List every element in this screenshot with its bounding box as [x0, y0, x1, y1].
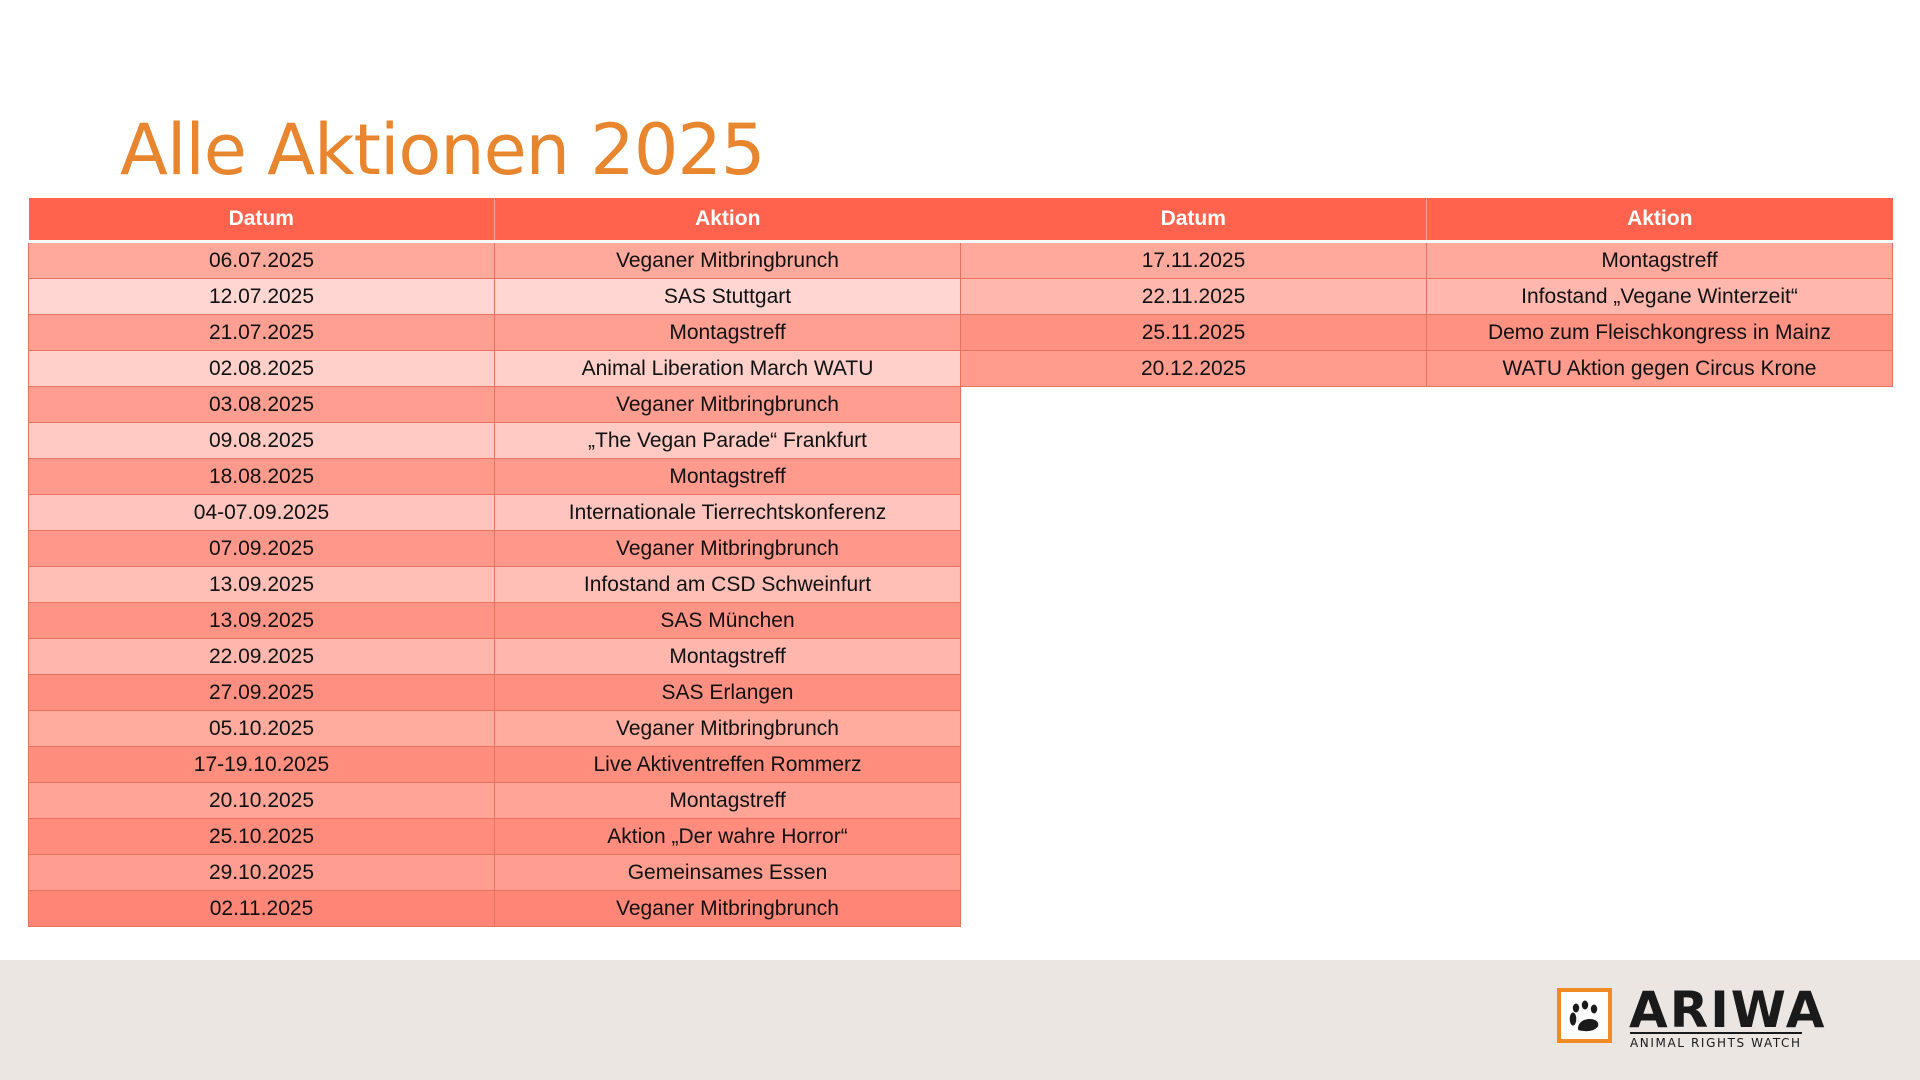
table-row: 02.11.2025 Veganer Mitbringbrunch: [28, 890, 961, 927]
action-cell: Montagstreff: [494, 782, 961, 819]
date-cell: 20.12.2025: [960, 350, 1427, 387]
logo-wordmark: ARIWA: [1629, 981, 1827, 1039]
date-cell: 21.07.2025: [28, 314, 495, 351]
logo-tagline: ANIMAL RIGHTS WATCH: [1630, 1036, 1802, 1050]
action-cell: „The Vegan Parade“ Frankfurt: [494, 422, 961, 459]
date-cell: 05.10.2025: [28, 710, 495, 747]
action-cell: Montagstreff: [1426, 241, 1893, 279]
table-row: 03.08.2025 Veganer Mitbringbrunch: [28, 386, 961, 423]
table-header-row: Datum Aktion: [960, 198, 1893, 243]
action-cell: Veganer Mitbringbrunch: [494, 241, 961, 279]
logo-divider: [1630, 1032, 1802, 1034]
action-cell: Gemeinsames Essen: [494, 854, 961, 891]
date-cell: 03.08.2025: [28, 386, 495, 423]
date-cell: 25.11.2025: [960, 314, 1427, 351]
date-cell: 17-19.10.2025: [28, 746, 495, 783]
date-cell: 13.09.2025: [28, 566, 495, 603]
action-cell: SAS München: [494, 602, 961, 639]
table-row: 13.09.2025 SAS München: [28, 602, 961, 639]
action-cell: WATU Aktion gegen Circus Krone: [1426, 350, 1893, 387]
date-cell: 06.07.2025: [28, 241, 495, 279]
table-row: 25.11.2025 Demo zum Fleischkongress in Ma…: [960, 314, 1893, 351]
table-row: 09.08.2025 „The Vegan Parade“ Frankfurt: [28, 422, 961, 459]
date-cell: 04-07.09.2025: [28, 494, 495, 531]
paw-print-icon: [1557, 988, 1612, 1043]
table-header-row: Datum Aktion: [28, 198, 961, 243]
table-row: 22.09.2025 Montagstreff: [28, 638, 961, 675]
date-cell: 22.09.2025: [28, 638, 495, 675]
table-row: 02.08.2025 Animal Liberation March WATU: [28, 350, 961, 387]
table-row: 29.10.2025 Gemeinsames Essen: [28, 854, 961, 891]
action-cell: Montagstreff: [494, 458, 961, 495]
date-cell: 12.07.2025: [28, 278, 495, 315]
table-row: 04-07.09.2025 Internationale Tierrechtsko…: [28, 494, 961, 531]
events-table-right: Datum Aktion 17.11.2025 Montagstreff 22.11…: [960, 198, 1893, 387]
column-header-datum: Datum: [960, 198, 1427, 243]
table-row: 07.09.2025 Veganer Mitbringbrunch: [28, 530, 961, 567]
table-row: 22.11.2025 Infostand „Vegane Winterzeit“: [960, 278, 1893, 315]
action-cell: Internationale Tierrechtskonferenz: [494, 494, 961, 531]
date-cell: 09.08.2025: [28, 422, 495, 459]
date-cell: 02.11.2025: [28, 890, 495, 927]
table-row: 17-19.10.2025 Live Aktiventreffen Rommerz: [28, 746, 961, 783]
column-header-aktion: Aktion: [1426, 198, 1893, 243]
table-row: 21.07.2025 Montagstreff: [28, 314, 961, 351]
date-cell: 27.09.2025: [28, 674, 495, 711]
action-cell: Infostand am CSD Schweinfurt: [494, 566, 961, 603]
action-cell: Veganer Mitbringbrunch: [494, 530, 961, 567]
date-cell: 07.09.2025: [28, 530, 495, 567]
table-row: 13.09.2025 Infostand am CSD Schweinfurt: [28, 566, 961, 603]
date-cell: 18.08.2025: [28, 458, 495, 495]
table-row: 06.07.2025 Veganer Mitbringbrunch: [28, 241, 961, 279]
column-header-aktion: Aktion: [494, 198, 961, 243]
date-cell: 17.11.2025: [960, 241, 1427, 279]
action-cell: Animal Liberation March WATU: [494, 350, 961, 387]
action-cell: Veganer Mitbringbrunch: [494, 890, 961, 927]
action-cell: Demo zum Fleischkongress in Mainz: [1426, 314, 1893, 351]
table-row: 20.10.2025 Montagstreff: [28, 782, 961, 819]
action-cell: Infostand „Vegane Winterzeit“: [1426, 278, 1893, 315]
column-header-datum: Datum: [28, 198, 495, 243]
date-cell: 25.10.2025: [28, 818, 495, 855]
table-row: 12.07.2025 SAS Stuttgart: [28, 278, 961, 315]
table-row: 17.11.2025 Montagstreff: [960, 241, 1893, 279]
table-row: 27.09.2025 SAS Erlangen: [28, 674, 961, 711]
action-cell: SAS Erlangen: [494, 674, 961, 711]
date-cell: 02.08.2025: [28, 350, 495, 387]
action-cell: Live Aktiventreffen Rommerz: [494, 746, 961, 783]
action-cell: Veganer Mitbringbrunch: [494, 386, 961, 423]
action-cell: Aktion „Der wahre Horror“: [494, 818, 961, 855]
action-cell: Veganer Mitbringbrunch: [494, 710, 961, 747]
date-cell: 22.11.2025: [960, 278, 1427, 315]
action-cell: SAS Stuttgart: [494, 278, 961, 315]
table-row: 25.10.2025 Aktion „Der wahre Horror“: [28, 818, 961, 855]
table-row: 20.12.2025 WATU Aktion gegen Circus Krone: [960, 350, 1893, 387]
table-row: 05.10.2025 Veganer Mitbringbrunch: [28, 710, 961, 747]
events-table-left: Datum Aktion 06.07.2025 Veganer Mitbringb…: [28, 198, 961, 927]
date-cell: 20.10.2025: [28, 782, 495, 819]
date-cell: 13.09.2025: [28, 602, 495, 639]
table-row: 18.08.2025 Montagstreff: [28, 458, 961, 495]
action-cell: Montagstreff: [494, 638, 961, 675]
date-cell: 29.10.2025: [28, 854, 495, 891]
ariwa-logo: ARIWA ANIMAL RIGHTS WATCH: [1557, 982, 1824, 1052]
action-cell: Montagstreff: [494, 314, 961, 351]
page-title: Alle Aktionen 2025: [120, 109, 765, 191]
